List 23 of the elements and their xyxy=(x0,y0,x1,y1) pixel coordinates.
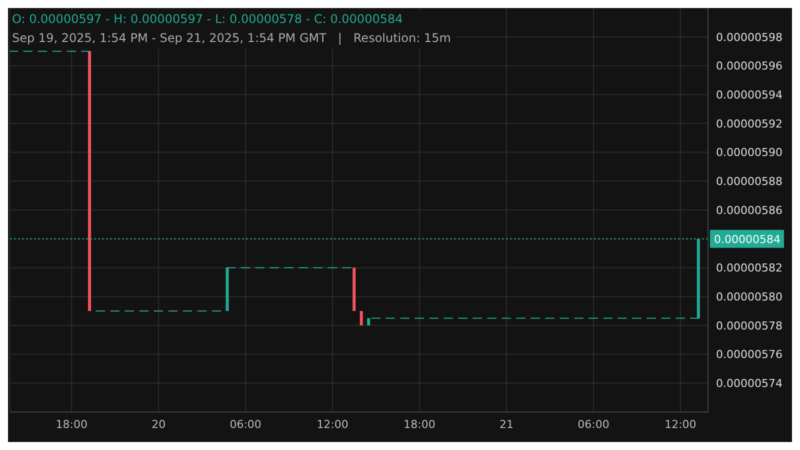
x-tick-label: 06:00 xyxy=(230,418,262,431)
chart-title: O: 0.00000597 - H: 0.00000597 - L: 0.00000578 - C: 0.00000584 xyxy=(12,12,404,26)
y-tick-label: 0.00000594 xyxy=(716,88,782,102)
y-tick-label: 0.00000586 xyxy=(716,204,782,217)
x-tick-label: 12:00 xyxy=(664,418,696,431)
x-tick-label: 18:00 xyxy=(404,418,436,431)
y-tick-label: 0.00000588 xyxy=(716,175,782,188)
x-tick-label: 12:00 xyxy=(316,418,348,431)
ref-line-label: 0.00000584 xyxy=(714,232,780,246)
x-tick-label: 20 xyxy=(152,418,166,431)
y-tick-label: 0.00000582 xyxy=(716,262,782,275)
y-tick-label: 0.00000590 xyxy=(716,146,782,160)
y-tick-label: 0.00000592 xyxy=(716,117,782,130)
y-tick-label: 0.00000598 xyxy=(716,30,782,44)
x-tick-label: 06:00 xyxy=(578,418,610,431)
text: Sep 19, 2025, 1:54 PM - Sep 21, 2025, 1:54 PM GMT | Resolution: 15m xyxy=(12,31,451,45)
x-tick-label: 21 xyxy=(500,418,514,431)
x-tick-label: 18:00 xyxy=(56,418,88,431)
y-tick-label: 0.00000578 xyxy=(716,319,782,332)
y-tick-label: 0.00000574 xyxy=(716,377,782,390)
y-tick-label: 0.00000596 xyxy=(716,60,782,73)
y-tick-label: 0.00000576 xyxy=(716,348,782,362)
y-tick-label: 0.00000580 xyxy=(716,290,782,304)
